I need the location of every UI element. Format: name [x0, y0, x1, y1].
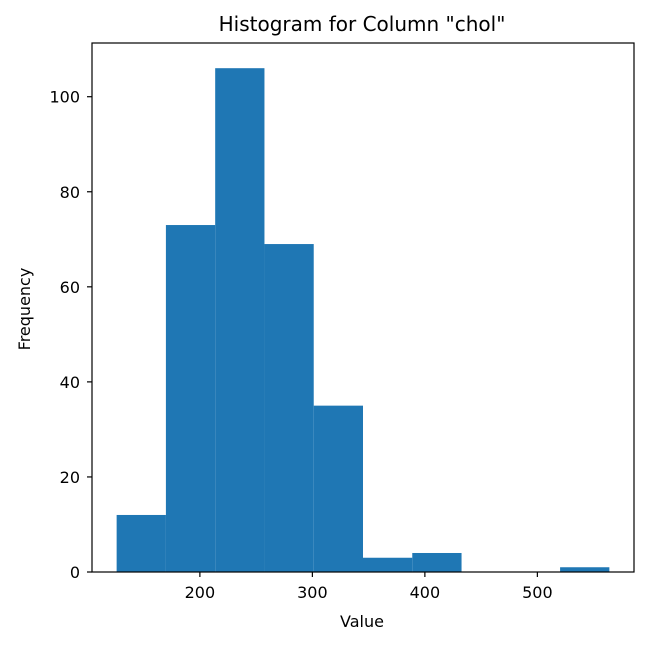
histogram-bar [313, 405, 363, 572]
histogram-bar [116, 514, 166, 572]
x-axis-ticks: 200 300 400 500 [185, 572, 553, 602]
y-tick-label: 60 [60, 278, 80, 297]
x-tick-label: 200 [185, 583, 216, 602]
y-tick-label: 100 [49, 88, 80, 107]
y-tick-label: 20 [60, 468, 80, 487]
histogram-bar [165, 225, 216, 572]
histogram-bar [215, 68, 265, 572]
plot-frame [91, 42, 635, 573]
bars-layer [116, 68, 610, 572]
y-tick-label: 0 [70, 563, 80, 582]
x-tick-label: 300 [297, 583, 328, 602]
x-tick-label: 400 [410, 583, 441, 602]
chart-title: Histogram for Column "chol" [219, 12, 506, 36]
histogram-bar [412, 552, 462, 572]
x-tick-label: 500 [522, 583, 553, 602]
y-axis-ticks: 0 20 40 60 80 100 [49, 88, 92, 582]
x-axis-label: Value [340, 612, 384, 631]
y-axis-label: Frequency [15, 268, 34, 351]
histogram-bar [264, 244, 314, 572]
y-tick-label: 80 [60, 183, 80, 202]
y-tick-label: 40 [60, 373, 80, 392]
histogram-bar [560, 567, 610, 572]
histogram-bar [363, 557, 413, 572]
